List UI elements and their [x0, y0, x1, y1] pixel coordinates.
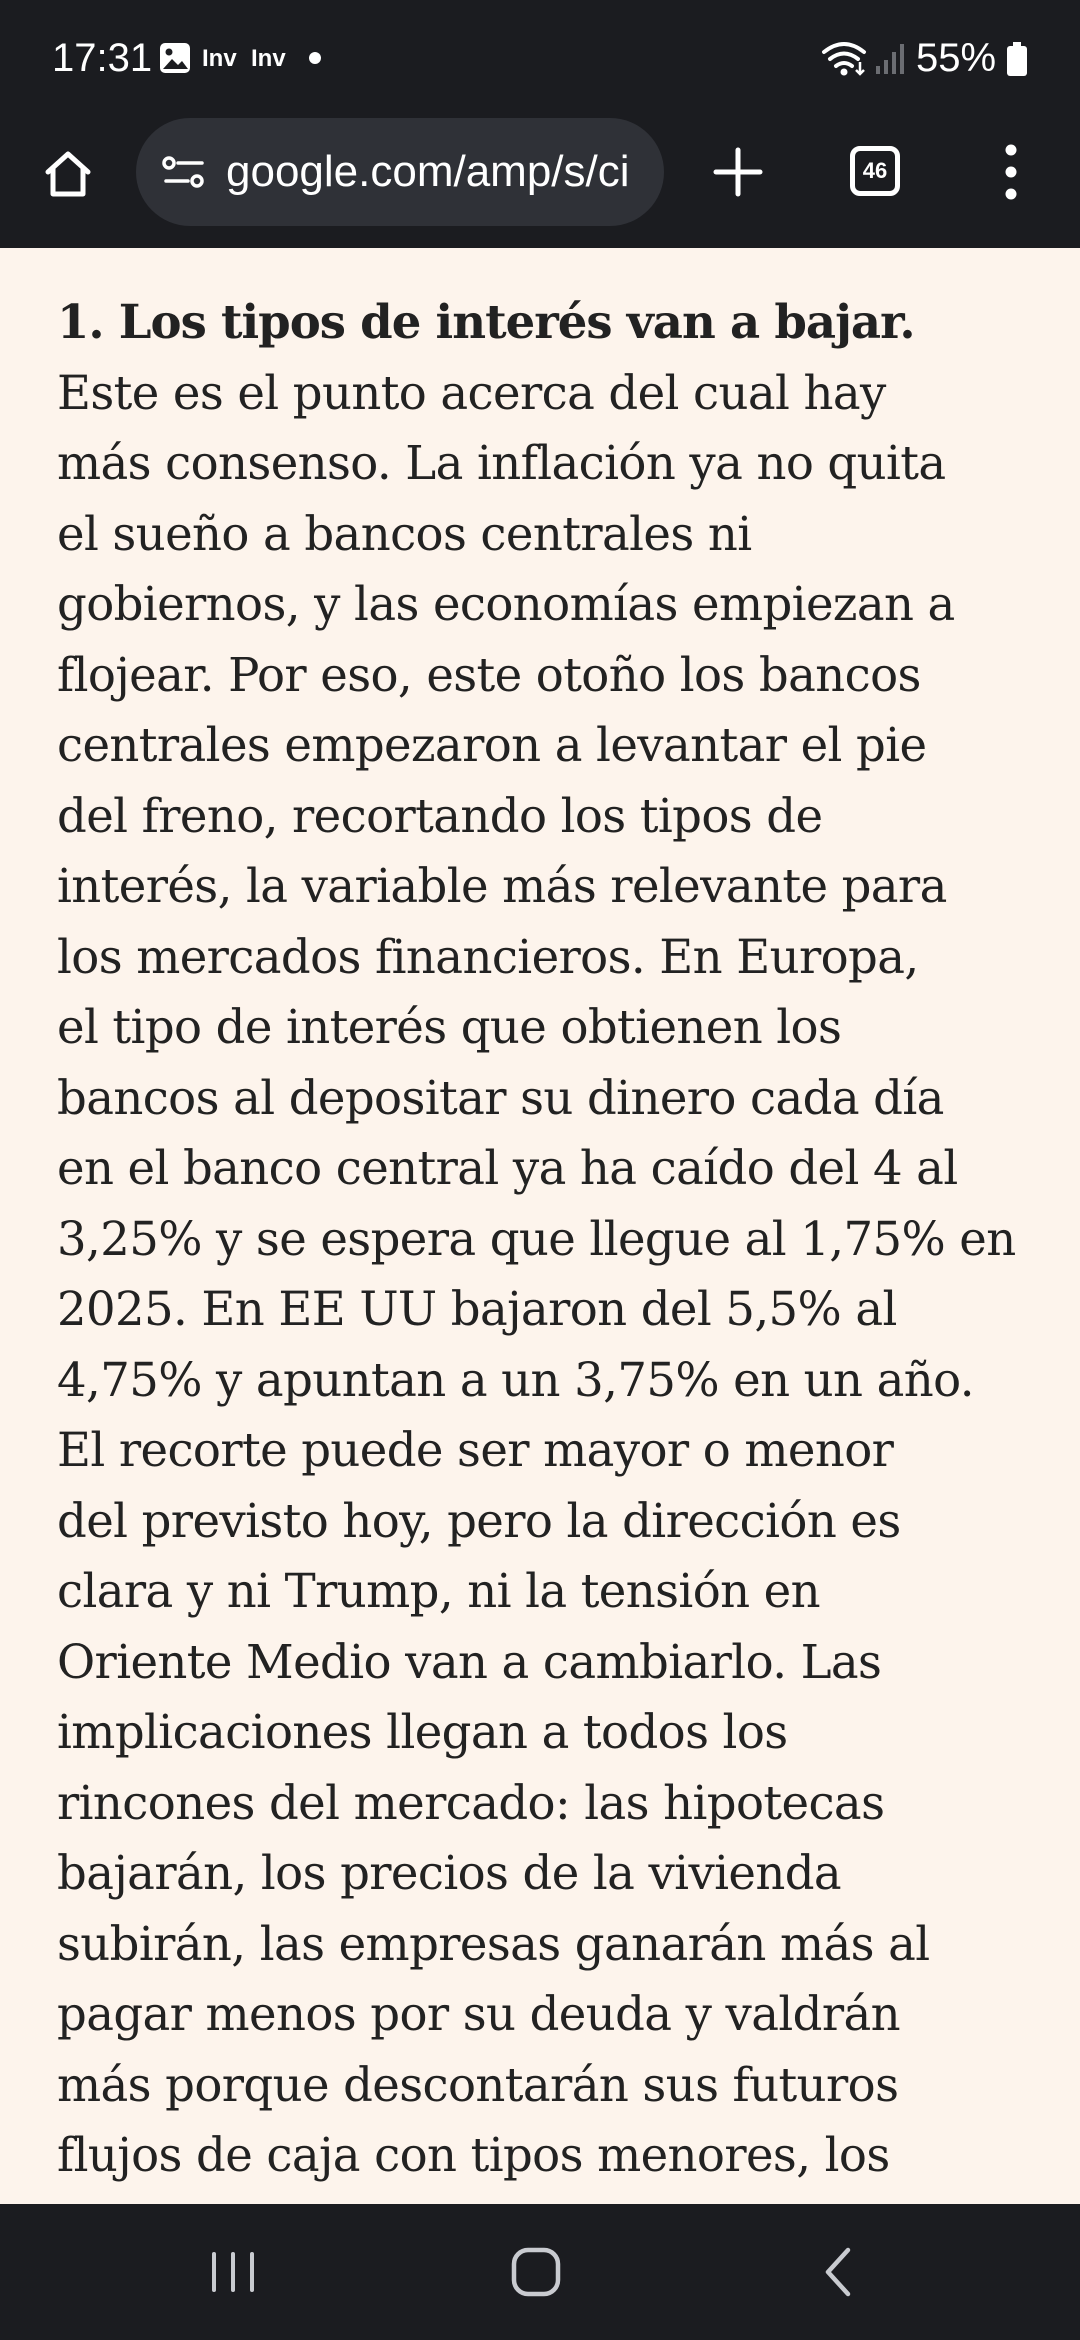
plus-icon: [713, 147, 763, 197]
battery-icon: [1007, 42, 1027, 76]
article-body: 1. Los tipos de interés van a bajar. Est…: [0, 248, 1080, 2204]
article-line: en el banco central ya ha caído del 4 al: [57, 1141, 958, 1196]
home-button[interactable]: [34, 140, 102, 208]
back-icon[interactable]: [818, 2244, 858, 2300]
article-line: del freno, recortando los tipos de: [57, 788, 823, 844]
article-line: implicaciones llegan a todos los: [57, 1705, 788, 1760]
battery-percent: 55%: [916, 36, 997, 80]
article-line: rincones del mercado: las hipotecas: [57, 1775, 885, 1831]
signal-icon: [876, 44, 904, 74]
article-line: interés, la variable más relevante para: [57, 859, 947, 914]
wifi-icon: [822, 42, 866, 76]
navigation-bar: [0, 2204, 1080, 2340]
article-line: pagar menos por su deuda y valdrán: [57, 1987, 901, 2042]
article-line: el sueño a bancos centrales ni: [57, 506, 752, 562]
site-info-icon[interactable]: [160, 152, 208, 192]
article-line: del previsto hoy, pero la dirección es: [57, 1493, 901, 1549]
article-line: el tipo de interés que obtienen los: [57, 1000, 842, 1055]
home-icon: [45, 151, 91, 197]
status-app-label: Inv: [202, 45, 237, 72]
browser-toolbar: google.com/amp/s/ci 46: [0, 118, 1080, 248]
article-line: flojear. Por eso, este otoño los bancos: [57, 647, 921, 703]
status-app-label: Inv: [251, 45, 286, 72]
article-line: los mercados financieros. En Europa,: [57, 929, 919, 985]
new-tab-button[interactable]: [704, 138, 772, 206]
article-line: 4,75% y apuntan a un 3,75% en un año.: [57, 1352, 975, 1408]
status-dot: [309, 52, 321, 64]
gallery-icon: [160, 43, 190, 73]
recents-icon[interactable]: [208, 2250, 258, 2294]
status-time: 17:31: [52, 36, 153, 80]
article-line: gobiernos, y las economías empiezan a: [57, 577, 955, 632]
article-line: flujos de caja con tipos menores, los: [57, 2128, 890, 2183]
article-line: 2025. En EE UU bajaron del 5,5% al: [57, 1282, 897, 1337]
article-line: centrales empezaron a levantar el pie: [57, 718, 927, 773]
article-line: subirán, las empresas ganarán más al: [57, 1916, 930, 1972]
tab-switcher-button[interactable]: 46: [850, 146, 900, 196]
article-line: más consenso. La inflación ya no quita: [57, 436, 946, 491]
url-bar[interactable]: google.com/amp/s/ci: [136, 118, 664, 226]
article-heading: 1. Los tipos de interés van a bajar.: [57, 295, 916, 350]
more-vert-icon[interactable]: [996, 138, 1026, 206]
article-line: Oriente Medio van a cambiarlo. Las: [57, 1634, 882, 1690]
article-line: clara y ni Trump, ni la tensión en: [57, 1564, 821, 1619]
article-line: más porque descontarán sus futuros: [57, 2057, 899, 2113]
url-text[interactable]: google.com/amp/s/ci: [226, 147, 630, 196]
status-bar: 17:31 Inv Inv 55%: [0, 0, 1080, 118]
article-line: bajarán, los precios de la vivienda: [57, 1846, 842, 1901]
article-line: Este es el punto acerca del cual hay: [57, 365, 886, 421]
article-line: El recorte puede ser mayor o menor: [57, 1423, 894, 1478]
article-line: bancos al depositar su dinero cada día: [57, 1070, 944, 1126]
home-icon[interactable]: [508, 2244, 564, 2300]
article-paragraph: 1. Los tipos de interés van a bajar. Est…: [57, 288, 1057, 2192]
article-line: 3,25% y se espera que llegue al 1,75% en: [57, 1211, 1016, 1267]
